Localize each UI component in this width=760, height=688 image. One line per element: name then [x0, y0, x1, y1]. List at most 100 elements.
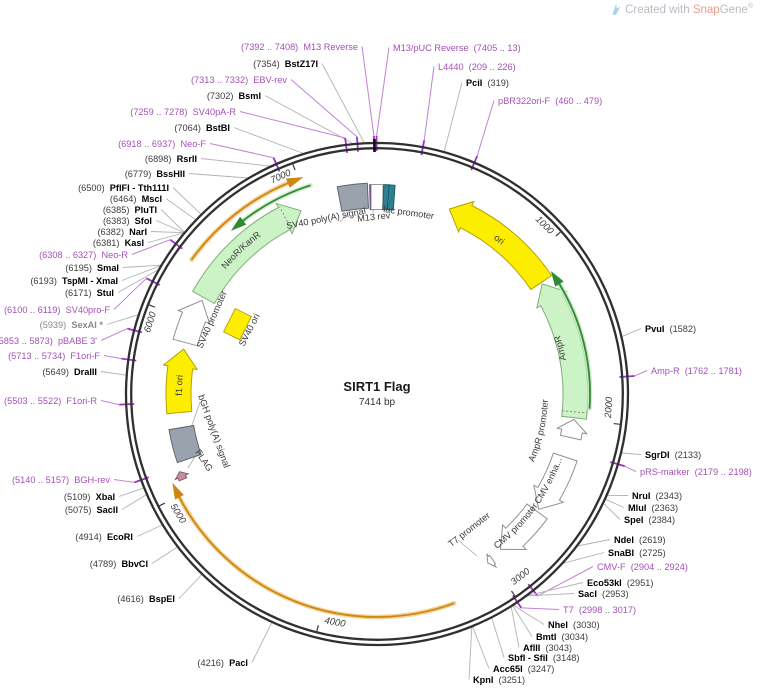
site-label-bsshii[interactable]: (6779) BssHII: [125, 169, 185, 179]
feature-sv40-poly-a-signal[interactable]: [336, 182, 370, 212]
site-label-msci[interactable]: (6464) MscI: [110, 194, 162, 204]
leader-line: [150, 231, 185, 234]
scale-tick-label: 2000: [603, 396, 615, 419]
site-label-bmti[interactable]: BmtI (3034): [536, 632, 588, 642]
feature-lac-promoter-2[interactable]: [386, 184, 396, 211]
site-label-pcii[interactable]: PciI (319): [466, 78, 509, 88]
primer-label-f1ori-f[interactable]: (5713 .. 5734) F1ori-F: [8, 351, 100, 361]
site-label-nari[interactable]: (6382) NarI: [97, 227, 147, 237]
site-label-saci[interactable]: SacI (2953): [578, 589, 629, 599]
site-label-ndei[interactable]: NdeI (2619): [614, 535, 666, 545]
primer-label-m13-puc-reverse[interactable]: M13/pUC Reverse (7405 .. 13): [393, 43, 521, 53]
primer-label-bgh-rev[interactable]: (5140 .. 5157) BGH-rev: [12, 475, 110, 485]
site-label-eco53ki[interactable]: Eco53kI (2951): [587, 578, 653, 588]
feature-sv40-promoter[interactable]: [172, 299, 211, 347]
feature-lac-operator[interactable]: [370, 184, 384, 210]
site-label-sfoi[interactable]: (6383) SfoI: [103, 216, 152, 226]
leader-line: [476, 100, 495, 157]
site-label-mlui[interactable]: MluI (2363): [628, 503, 678, 513]
feature-neor-kanr[interactable]: [192, 202, 302, 305]
leader-line: [136, 524, 163, 537]
site-label-ecori[interactable]: (4914) EcoRI: [75, 532, 133, 542]
feature-label-f1-ori[interactable]: f1 ori: [174, 374, 185, 395]
site-label-sgrdi[interactable]: SgrDI (2133): [645, 450, 701, 460]
plasmid-backbone-outer: [124, 141, 630, 647]
neo-direction-arc[interactable]: [242, 184, 311, 222]
site-label-nrui[interactable]: NruI (2343): [632, 491, 682, 501]
feature-ori[interactable]: [448, 200, 553, 291]
plasmid-title: SIRT1 Flag: [343, 379, 410, 394]
site-label-pflfi-tth111i[interactable]: (6500) PflFI - Tth111I: [78, 183, 169, 193]
leader-line: [200, 158, 271, 167]
feature-cmv-enhancer[interactable]: [533, 452, 578, 510]
primer-label-sv40pro-f[interactable]: (6100 .. 6119) SV40pro-F: [4, 305, 110, 315]
primer-label-neo-r[interactable]: (6308 .. 6327) Neo-R: [39, 250, 128, 260]
leader-line: [251, 622, 273, 663]
feature-ampr-promoter[interactable]: [555, 418, 589, 441]
leader-line: [113, 479, 135, 483]
primer-label-l4440[interactable]: L4440 (209 .. 226): [438, 62, 516, 72]
site-label-acc65i[interactable]: Acc65I (3247): [493, 664, 554, 674]
site-label-stui[interactable]: (6171) StuI: [65, 288, 114, 298]
leader-line: [526, 593, 575, 597]
feature-label-m13-rev[interactable]: M13 rev: [357, 210, 391, 223]
site-label-bsmi[interactable]: (7302) BsmI: [207, 91, 261, 101]
leader-line: [233, 127, 304, 154]
site-label-sacii[interactable]: (5075) SacII: [65, 505, 118, 515]
site-label-bstbi[interactable]: (7064) BstBI: [174, 123, 230, 133]
primer-label-pbabe-3-[interactable]: (5853 .. 5873) pBABE 3': [0, 336, 97, 346]
site-label-sexai-[interactable]: (5939) SexAI *: [40, 320, 104, 330]
site-label-snabi[interactable]: SnaBI (2725): [608, 548, 666, 558]
sirt1-orf-arc-halo: [176, 494, 457, 620]
site-label-sbfi-sfii[interactable]: SbfI - SfiI (3148): [508, 653, 579, 663]
site-label-aflii[interactable]: AflII (3043): [523, 643, 572, 653]
primer-label-pbr322ori-f[interactable]: pBR322ori-F (460 .. 479): [498, 96, 602, 106]
site-label-kpni[interactable]: KpnI (3251): [473, 675, 525, 685]
leader-line: [513, 604, 545, 625]
site-label-tspmi-xmai[interactable]: (6193) TspMI - XmaI: [30, 276, 118, 286]
primer-label-cmv-f[interactable]: CMV-F (2904 .. 2924): [597, 562, 688, 572]
leader-line: [100, 328, 128, 341]
site-label-spei[interactable]: SpeI (2384): [624, 515, 675, 525]
leader-line: [100, 371, 127, 376]
primer-label-prs-marker[interactable]: pRS-marker (2179 .. 2198): [640, 467, 752, 477]
primer-label-neo-f[interactable]: (6918 .. 6937) Neo-F: [118, 139, 206, 149]
scale-tick-label: 4000: [323, 615, 346, 630]
site-label-rsrii[interactable]: (6898) RsrII: [145, 154, 197, 164]
primer-label-sv40pa-r[interactable]: (7259 .. 7278) SV40pA-R: [130, 107, 236, 117]
primer-label-f1ori-r[interactable]: (5503 .. 5522) F1ori-R: [4, 396, 97, 406]
feature-boundary-dash: [562, 410, 588, 414]
feature-flag[interactable]: [174, 471, 190, 482]
sirt1-orf-arc[interactable]: [178, 496, 455, 618]
feature-t7-promoter[interactable]: [486, 553, 498, 569]
leader-line: [264, 95, 354, 144]
site-label-xbai[interactable]: (5109) XbaI: [64, 492, 115, 502]
primer-label-amp-r[interactable]: Amp-R (1762 .. 1781): [651, 366, 742, 376]
site-label-kasi[interactable]: (6381) KasI: [93, 238, 144, 248]
site-label-bspei[interactable]: (4616) BspEI: [117, 594, 175, 604]
site-label-paci[interactable]: (4216) PacI: [197, 658, 248, 668]
feature-label-flag[interactable]: FLAG: [193, 448, 214, 474]
site-label-bbvci[interactable]: (4789) BbvCI: [90, 559, 148, 569]
site-label-smai[interactable]: (6195) SmaI: [65, 263, 119, 273]
plasmid-length: 7414 bp: [359, 397, 396, 408]
feature-bgh-poly-a-signal[interactable]: [168, 424, 202, 464]
site-label-nhei[interactable]: NheI (3030): [548, 620, 600, 630]
feature-label-t7-promoter[interactable]: T7 promoter: [446, 510, 492, 549]
feature-ampr[interactable]: [536, 283, 589, 420]
amp-direction-arc[interactable]: [558, 283, 591, 409]
site-label-pvui[interactable]: PvuI (1582): [645, 324, 696, 334]
primer-label-m13-reverse[interactable]: (7392 .. 7408) M13 Reverse: [241, 42, 358, 52]
feature-sv40-ori[interactable]: [223, 307, 252, 341]
neo-orf-arc[interactable]: [190, 182, 289, 261]
feature-f1-ori[interactable]: [162, 348, 199, 415]
primer-label-t7[interactable]: T7 (2998 .. 3017): [563, 605, 636, 615]
feature-cmv-promoter[interactable]: [499, 503, 548, 551]
watermark-text: Created with SnapGene®: [625, 3, 753, 16]
primer-label-ebv-rev[interactable]: (7313 .. 7332) EBV-rev: [191, 75, 287, 85]
leader-line: [361, 46, 375, 137]
feature-label-ampr-promoter[interactable]: AmpR promoter: [526, 399, 550, 463]
site-label-bstz17i[interactable]: (7354) BstZ17I: [253, 59, 318, 69]
site-label-pluti[interactable]: (6385) PluTI: [103, 205, 157, 215]
site-label-draiii[interactable]: (5649) DraIII: [42, 367, 97, 377]
